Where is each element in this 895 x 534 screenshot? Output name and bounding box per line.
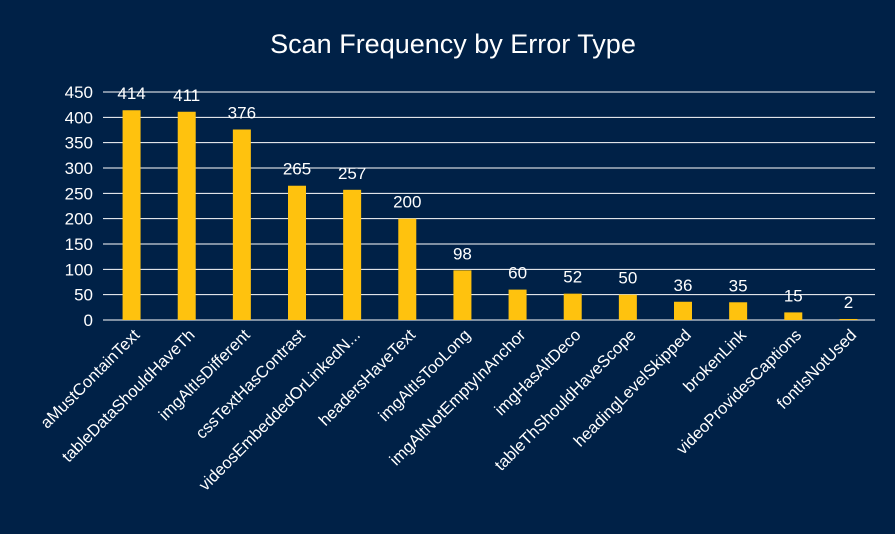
y-tick-label-250: 250: [65, 184, 93, 203]
y-tick-label-300: 300: [65, 159, 93, 178]
bar-11: [729, 302, 748, 320]
y-tick-label-150: 150: [65, 235, 93, 254]
data-label-7: 60: [508, 264, 527, 283]
bar-9: [618, 294, 637, 320]
data-label-11: 35: [729, 276, 748, 295]
bar-5: [398, 218, 417, 320]
category-label-6: imgAltIsTooLong: [375, 326, 474, 425]
bars: [122, 110, 858, 321]
data-labels: 414 411 376 265 257 200 98 60 52 50 36 35 15 2: [117, 84, 853, 312]
data-label-0: 414: [117, 84, 145, 103]
category-label-5: headersHaveText: [316, 326, 420, 430]
bar-13: [839, 318, 858, 320]
data-label-4: 257: [338, 164, 366, 183]
chart-title: Scan Frequency by Error Type: [270, 29, 636, 59]
bar-1: [177, 111, 196, 320]
data-label-12: 15: [784, 286, 803, 305]
y-tick-label-200: 200: [65, 210, 93, 229]
data-label-8: 52: [563, 268, 582, 287]
bar-7: [508, 289, 527, 320]
bar-2: [232, 129, 251, 320]
bar-6: [453, 270, 472, 320]
data-label-9: 50: [618, 269, 637, 288]
gridlines: [103, 91, 875, 321]
category-label-0: aMustContainText: [37, 326, 143, 432]
data-label-5: 200: [393, 193, 421, 212]
bar-3: [288, 185, 306, 320]
data-label-2: 376: [228, 103, 256, 122]
x-axis-category-labels: aMustContainTexttableDataShouldHaveThimg…: [37, 326, 860, 495]
y-tick-label-400: 400: [65, 108, 93, 127]
data-label-10: 36: [674, 276, 693, 295]
bar-0: [122, 110, 141, 321]
data-label-6: 98: [453, 244, 472, 263]
data-label-3: 265: [283, 160, 311, 179]
y-tick-label-0: 0: [84, 311, 93, 330]
bar-4: [343, 189, 362, 320]
bar-10: [674, 301, 692, 320]
bar-8: [563, 293, 582, 320]
y-axis-tick-labels: 0 50 100 150 200 250 300 350 400 450: [65, 83, 93, 330]
y-tick-label-450: 450: [65, 83, 93, 102]
data-label-13: 2: [844, 293, 853, 312]
category-label-3: cssTextHasContrast: [192, 326, 309, 443]
y-tick-label-350: 350: [65, 134, 93, 153]
y-tick-label-50: 50: [74, 286, 93, 305]
y-tick-label-100: 100: [65, 260, 93, 279]
bar-12: [784, 312, 803, 320]
data-label-1: 411: [173, 86, 200, 105]
